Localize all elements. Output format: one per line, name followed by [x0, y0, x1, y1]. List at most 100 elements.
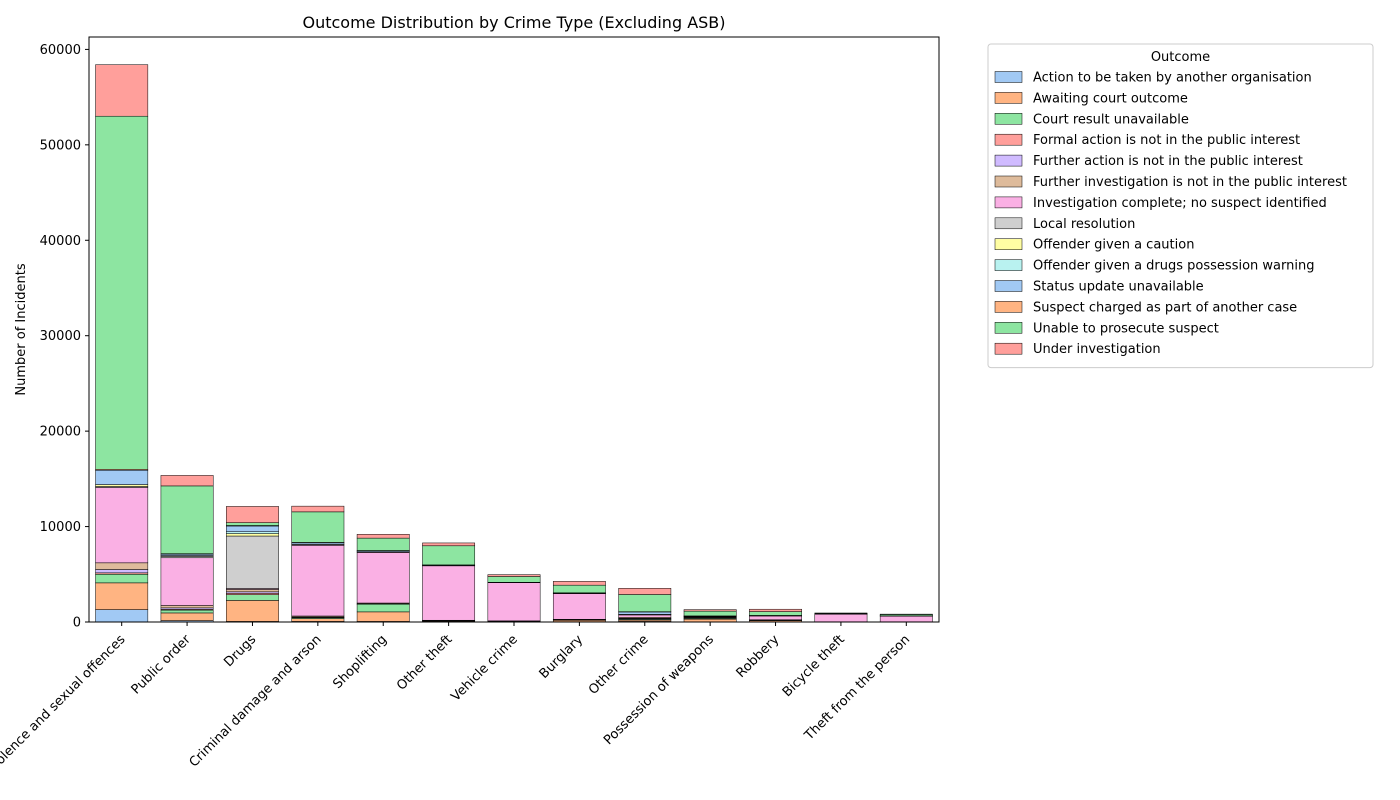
bar-stack	[683, 609, 737, 623]
legend-swatch	[994, 92, 1023, 104]
legend-swatch	[994, 154, 1023, 167]
legend-label: Local resolution	[1033, 217, 1135, 232]
legend-swatch	[994, 259, 1023, 271]
bar-segment	[291, 511, 345, 543]
legend-entry: Status update unavailable	[994, 280, 1204, 295]
legend-swatch	[994, 280, 1023, 292]
legend-frame	[987, 43, 1374, 369]
legend-label: Offender given a caution	[1033, 238, 1194, 253]
bar-segment	[814, 613, 868, 622]
bar-segment	[422, 545, 476, 566]
bar-segment	[552, 593, 606, 620]
bar-stack	[552, 581, 606, 623]
bar-segment	[95, 569, 149, 574]
bar-stack	[422, 542, 476, 623]
legend-entry: Unable to prosecute suspect	[994, 321, 1219, 336]
legend-label: Offender given a drugs possession warnin…	[1033, 259, 1314, 274]
bar-segment	[160, 475, 214, 487]
bar-segment	[683, 618, 737, 623]
bar-segment	[226, 594, 279, 601]
legend-label: Investigation complete; no suspect ident…	[1033, 196, 1327, 211]
bar-stack	[291, 505, 345, 623]
bar-segment	[95, 64, 149, 117]
bar-segment	[552, 584, 606, 594]
bar-segment	[95, 484, 149, 487]
legend-label: Unable to prosecute suspect	[1033, 321, 1219, 336]
bar-stack	[226, 506, 279, 623]
bar-segment	[226, 525, 279, 532]
bar-segment	[487, 582, 541, 622]
bar-segment	[160, 485, 214, 554]
legend-swatch	[994, 175, 1023, 188]
bar-stack	[879, 613, 933, 623]
bar-segment	[291, 505, 345, 513]
y-tick-label: 10000	[40, 520, 81, 535]
bar-stack	[160, 475, 214, 623]
bar-segment	[226, 522, 279, 526]
legend-label: Formal action is not in the public inter…	[1033, 133, 1300, 148]
legend-entry: Offender given a drugs possession warnin…	[994, 259, 1314, 274]
legend-swatch	[994, 113, 1023, 125]
legend-entry: Formal action is not in the public inter…	[994, 133, 1300, 148]
y-tick-label: 60000	[40, 43, 81, 58]
bar-segment	[160, 609, 214, 614]
bar-segment	[356, 611, 410, 622]
legend-entry: Under investigation	[994, 342, 1161, 357]
bar-segment	[356, 552, 410, 604]
bar-segment	[95, 574, 149, 584]
bar-stack	[487, 574, 541, 623]
bar-segment	[552, 581, 606, 586]
legend-swatch	[994, 71, 1023, 83]
bar-segment	[356, 603, 410, 613]
y-tick-label: 40000	[40, 234, 81, 249]
legend-entry: Local resolution	[994, 217, 1135, 232]
bar-segment	[422, 565, 476, 621]
bar-segment	[749, 611, 802, 616]
bar-segment	[487, 574, 541, 577]
bar-stack	[814, 612, 868, 623]
legend-entry: Investigation complete; no suspect ident…	[994, 196, 1327, 211]
legend-swatch	[994, 342, 1023, 355]
chart-title: Outcome Distribution by Crime Type (Excl…	[302, 13, 725, 32]
bar-segment	[226, 535, 279, 589]
bar-segment	[160, 557, 214, 606]
bar-segment	[422, 542, 476, 547]
legend-entry: Further action is not in the public inte…	[994, 154, 1303, 169]
legend-label: Court result unavailable	[1033, 112, 1189, 127]
bar-segment	[749, 615, 802, 621]
legend: Outcome Action to be taken by another or…	[987, 43, 1374, 369]
y-tick-label: 0	[73, 616, 81, 631]
legend-entry: Action to be taken by another organisati…	[994, 71, 1312, 86]
legend-swatch	[994, 322, 1023, 334]
legend-swatch	[994, 196, 1023, 209]
legend-label: Further investigation is not in the publ…	[1033, 175, 1347, 190]
bar-segment	[683, 610, 737, 617]
bar-segment	[95, 487, 149, 564]
legend-swatch	[994, 301, 1023, 313]
legend-label: Awaiting court outcome	[1033, 91, 1188, 106]
legend-swatch	[994, 133, 1023, 146]
legend-label: Further action is not in the public inte…	[1033, 154, 1303, 169]
bar-segment	[226, 533, 279, 537]
bar-segment	[356, 534, 410, 539]
legend-entry: Suspect charged as part of another case	[994, 300, 1297, 315]
bar-segment	[95, 582, 149, 610]
y-tick-label: 30000	[40, 329, 81, 344]
bar-segment	[356, 537, 410, 551]
bar-stack	[356, 534, 410, 623]
bar-segment	[618, 588, 672, 595]
bar-segment	[160, 612, 214, 621]
bar-segment	[618, 594, 672, 612]
y-axis-label: Number of Incidents	[14, 263, 29, 395]
bar-segment	[95, 609, 149, 623]
bar-segment	[95, 562, 149, 570]
legend-label: Suspect charged as part of another case	[1033, 300, 1297, 315]
bar-stack	[749, 608, 802, 623]
legend-entry: Awaiting court outcome	[994, 91, 1188, 106]
legend-swatch	[994, 238, 1023, 250]
legend-entry: Offender given a caution	[994, 238, 1194, 253]
legend-swatch	[994, 217, 1023, 230]
legend-label: Under investigation	[1033, 342, 1161, 357]
bar-stack	[95, 64, 149, 623]
